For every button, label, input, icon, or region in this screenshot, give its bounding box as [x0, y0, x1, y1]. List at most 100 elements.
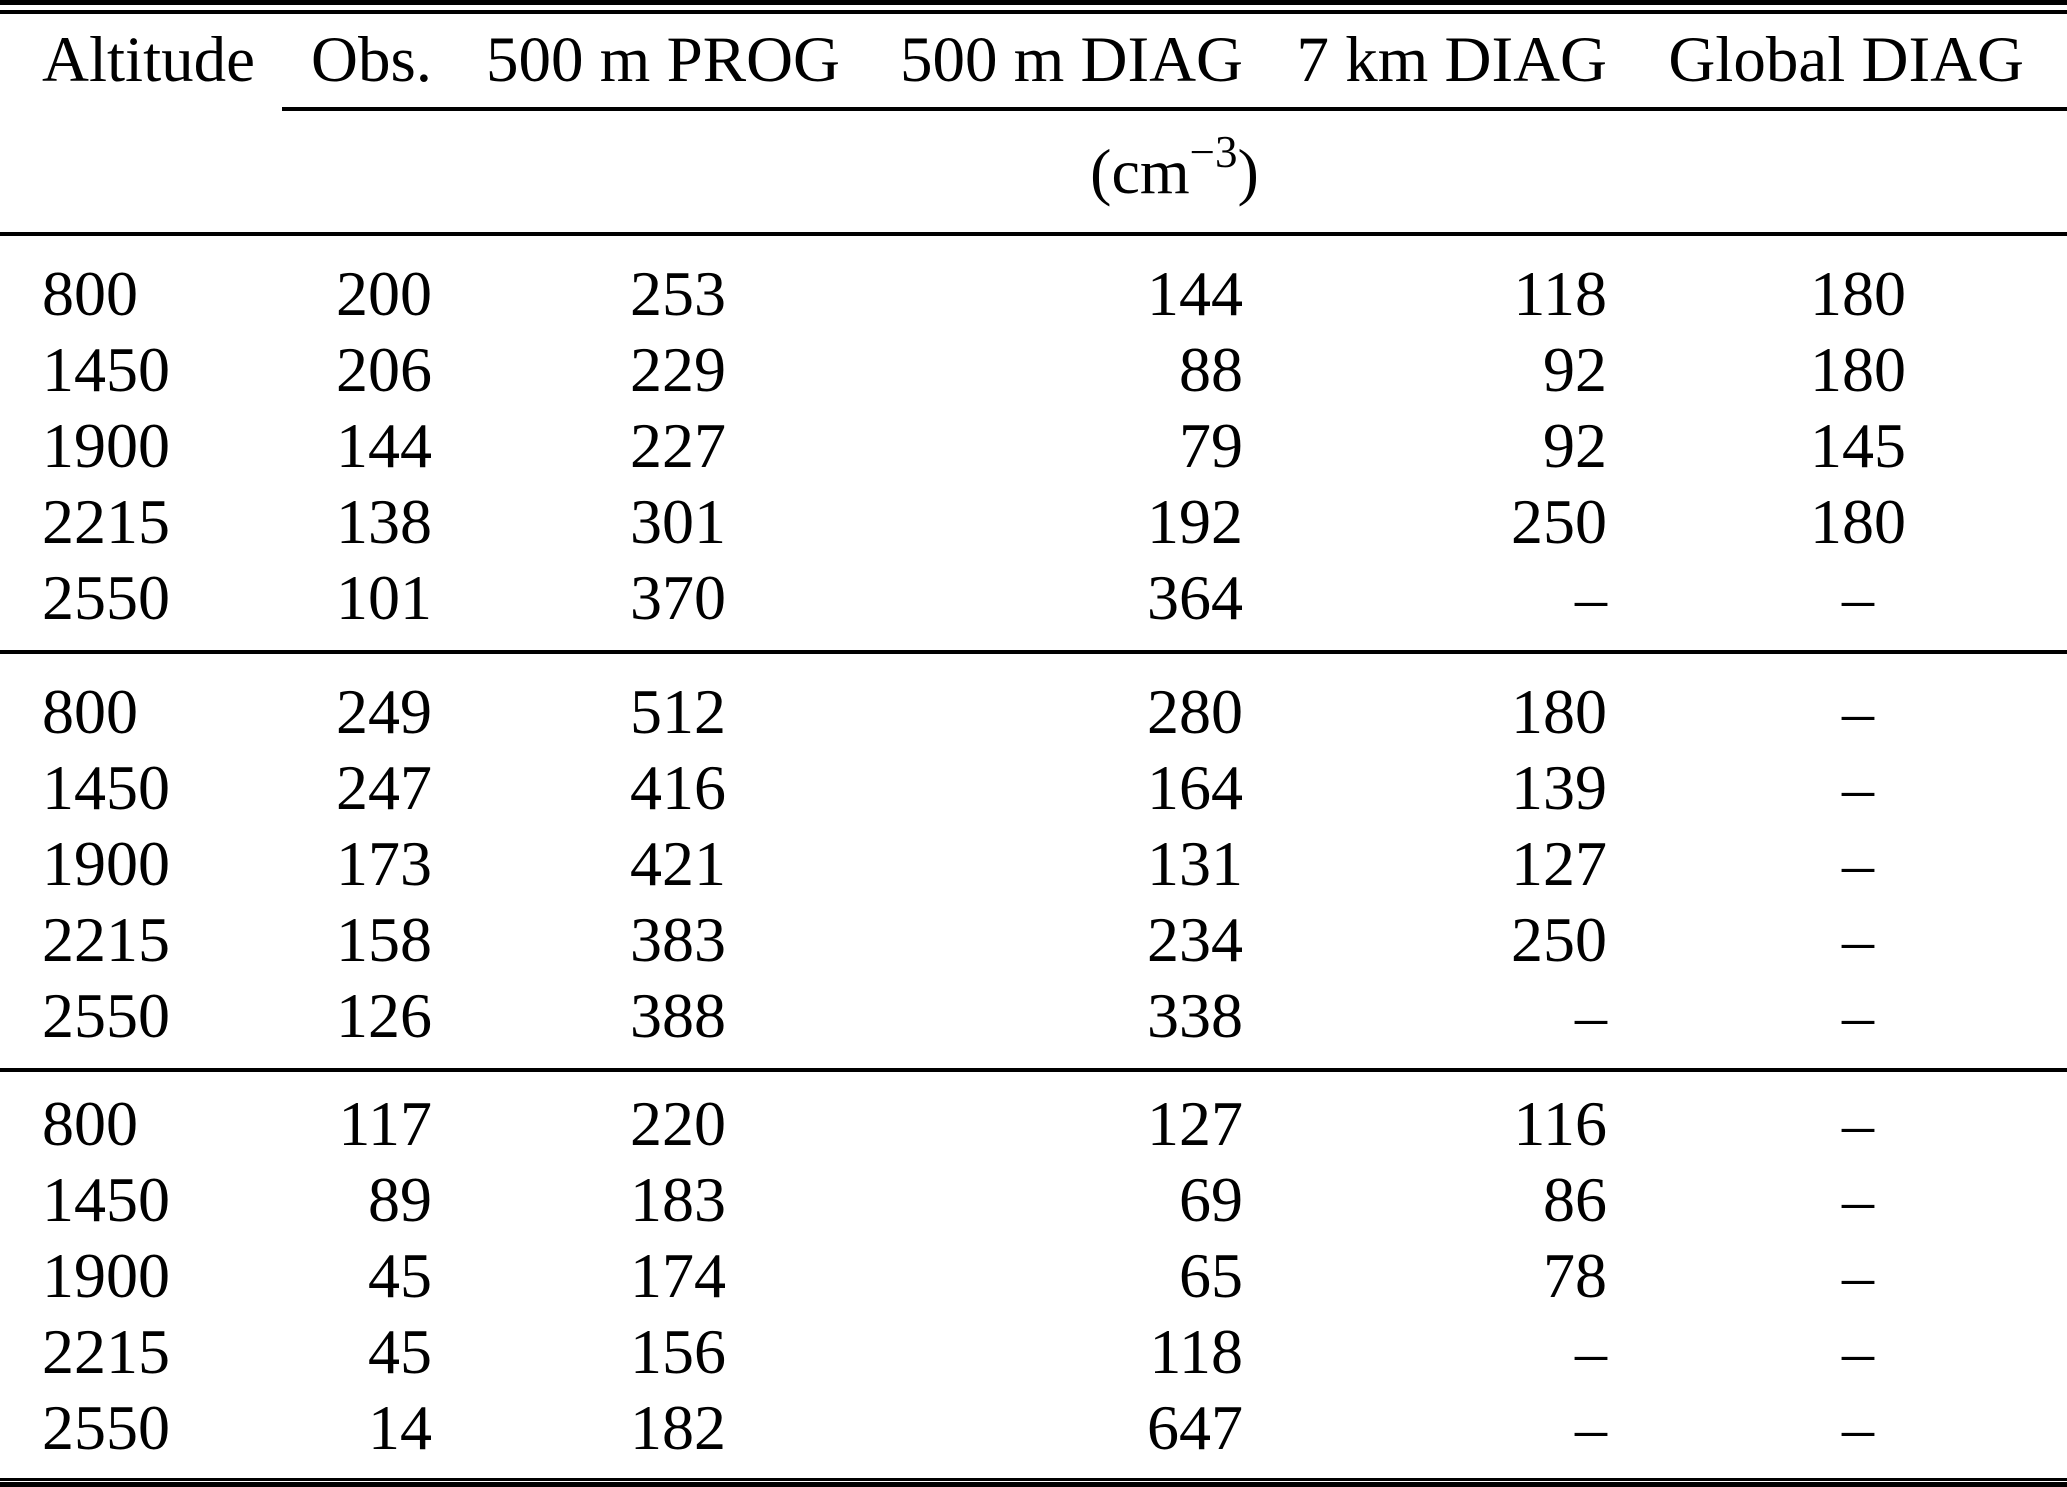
500m-prog-cell: 227	[630, 410, 726, 481]
7km-diag-cell: 180	[1511, 676, 1607, 747]
altitude-cell: 2550	[42, 562, 170, 633]
500m-diag-cell: 79	[1179, 410, 1243, 481]
obs-cell: 101	[336, 562, 432, 633]
header-cmidrule	[282, 107, 2067, 111]
obs-cell: 206	[336, 334, 432, 405]
500m-prog-cell: 253	[630, 258, 726, 329]
obs-cell: 45	[368, 1316, 432, 1387]
unit-row: (cm−3)	[0, 111, 2067, 232]
7km-diag-cell: 78	[1543, 1240, 1607, 1311]
altitude-cell: 1450	[42, 752, 170, 823]
obs-cell: 126	[336, 980, 432, 1051]
table-row: 1450 247 416 164 139 –	[0, 750, 2067, 826]
altitude-cell: 1900	[42, 828, 170, 899]
global-diag-cell: 180	[1810, 334, 1906, 405]
table-row: 800 117 220 127 116 –	[0, 1086, 2067, 1162]
global-diag-cell: 180	[1810, 258, 1906, 329]
altitude-cell: 800	[42, 676, 138, 747]
global-diag-cell: –	[1842, 1088, 1874, 1159]
7km-diag-cell: 92	[1543, 334, 1607, 405]
table-row: 1900 173 421 131 127 –	[0, 826, 2067, 902]
altitude-cell: 2215	[42, 486, 170, 557]
500m-prog-cell: 370	[630, 562, 726, 633]
500m-diag-cell: 164	[1147, 752, 1243, 823]
7km-diag-cell: 118	[1513, 258, 1607, 329]
global-diag-cell: –	[1842, 1164, 1874, 1235]
table-row: 2550 126 388 338 – –	[0, 978, 2067, 1054]
500m-diag-cell: 364	[1147, 562, 1243, 633]
500m-diag-cell: 69	[1179, 1164, 1243, 1235]
500m-prog-cell: 220	[630, 1088, 726, 1159]
table-row: 2215 158 383 234 250 –	[0, 902, 2067, 978]
altitude-cell: 1450	[42, 1164, 170, 1235]
unit-exponent: −3	[1189, 127, 1238, 177]
obs-cell: 89	[368, 1164, 432, 1235]
500m-diag-cell: 338	[1147, 980, 1243, 1051]
500m-diag-cell: 131	[1147, 828, 1243, 899]
500m-prog-cell: 183	[630, 1164, 726, 1235]
7km-diag-cell: 139	[1511, 752, 1607, 823]
global-diag-cell: –	[1842, 828, 1874, 899]
top-rule-thin	[0, 10, 2067, 14]
header-row: Altitude Obs. 500 m PROG 500 m DIAG 7 km…	[0, 14, 2067, 107]
table-row: 2550 14 182 647 – –	[0, 1390, 2067, 1466]
column-header-global-diag: Global DIAG	[1668, 24, 2024, 96]
top-rule-thick	[0, 0, 2067, 5]
altitude-cell: 2215	[42, 1316, 170, 1387]
global-diag-cell: –	[1842, 1316, 1874, 1387]
obs-cell: 158	[336, 904, 432, 975]
7km-diag-cell: –	[1575, 1316, 1607, 1387]
column-header-500m-diag: 500 m DIAG	[899, 24, 1243, 96]
column-header-obs: Obs.	[311, 24, 432, 96]
table-row: 2550 101 370 364 – –	[0, 560, 2067, 636]
table-row: 2215 45 156 118 – –	[0, 1314, 2067, 1390]
altitude-cell: 1900	[42, 410, 170, 481]
obs-cell: 173	[336, 828, 432, 899]
500m-diag-cell: 280	[1147, 676, 1243, 747]
bottom-rule-thin	[0, 1478, 2067, 1481]
500m-diag-cell: 88	[1179, 334, 1243, 405]
500m-prog-cell: 301	[630, 486, 726, 557]
global-diag-cell: –	[1842, 980, 1874, 1051]
500m-prog-cell: 421	[630, 828, 726, 899]
table-row: 1900 144 227 79 92 145	[0, 408, 2067, 484]
obs-cell: 138	[336, 486, 432, 557]
altitude-cell: 800	[42, 258, 138, 329]
500m-prog-cell: 182	[630, 1392, 726, 1463]
global-diag-cell: –	[1842, 752, 1874, 823]
obs-cell: 249	[336, 676, 432, 747]
7km-diag-cell: 250	[1511, 486, 1607, 557]
500m-diag-cell: 647	[1147, 1392, 1243, 1463]
header-cmidrule-row	[0, 107, 2067, 111]
global-diag-cell: 180	[1810, 486, 1906, 557]
unit-prefix: (cm	[1090, 136, 1190, 207]
7km-diag-cell: 250	[1511, 904, 1607, 975]
7km-diag-cell: 116	[1513, 1088, 1607, 1159]
unit-label: (cm−3)	[282, 111, 2067, 232]
table-row: 800 200 253 144 118 180	[0, 256, 2067, 332]
obs-cell: 144	[336, 410, 432, 481]
table-row: 2215 138 301 192 250 180	[0, 484, 2067, 560]
column-header-500m-prog: 500 m PROG	[486, 24, 840, 96]
7km-diag-cell: –	[1575, 562, 1607, 633]
table-row: 1900 45 174 65 78 –	[0, 1238, 2067, 1314]
500m-diag-cell: 118	[1149, 1316, 1243, 1387]
7km-diag-cell: 127	[1511, 828, 1607, 899]
obs-cell: 14	[368, 1392, 432, 1463]
column-header-7km-diag: 7 km DIAG	[1296, 24, 1607, 96]
7km-diag-cell: 92	[1543, 410, 1607, 481]
global-diag-cell: –	[1842, 1240, 1874, 1311]
obs-cell: 117	[338, 1088, 432, 1159]
7km-diag-cell: –	[1575, 1392, 1607, 1463]
7km-diag-cell: 86	[1543, 1164, 1607, 1235]
500m-diag-cell: 192	[1147, 486, 1243, 557]
table-row: 1450 206 229 88 92 180	[0, 332, 2067, 408]
500m-prog-cell: 388	[630, 980, 726, 1051]
table-block-1: 800 200 253 144 118 180 1450 206 229 88 …	[0, 236, 2067, 650]
500m-diag-cell: 65	[1179, 1240, 1243, 1311]
block-divider-rule-2	[0, 1068, 2067, 1072]
7km-diag-cell: –	[1575, 980, 1607, 1051]
table-row: 1450 89 183 69 86 –	[0, 1162, 2067, 1238]
altitude-cell: 1900	[42, 1240, 170, 1311]
